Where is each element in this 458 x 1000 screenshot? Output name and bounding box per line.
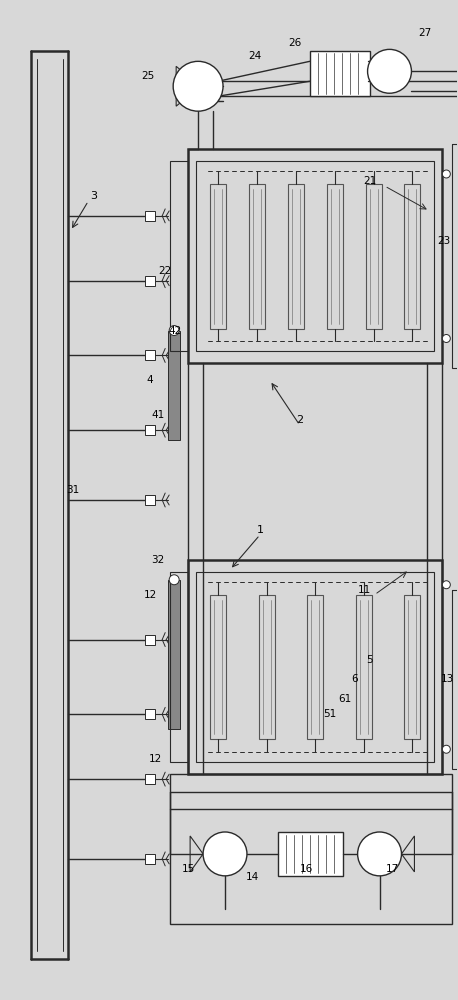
Circle shape [442, 335, 450, 342]
Bar [145, 276, 155, 286]
Text: 21: 21 [363, 176, 376, 186]
Bar [278, 832, 343, 876]
Bar [310, 51, 370, 96]
Text: 61: 61 [338, 694, 351, 704]
Bar [404, 184, 420, 329]
Circle shape [169, 575, 179, 585]
Bar [249, 184, 265, 329]
Text: 17: 17 [386, 864, 399, 874]
Circle shape [442, 170, 450, 178]
Text: 5: 5 [366, 655, 373, 665]
Bar [145, 854, 155, 864]
Text: 12: 12 [148, 754, 162, 764]
Text: 2: 2 [296, 415, 303, 425]
Bar [170, 572, 188, 762]
Bar [145, 425, 155, 435]
Text: 32: 32 [152, 555, 165, 565]
Text: 11: 11 [358, 585, 371, 595]
Text: 12: 12 [144, 590, 157, 600]
Bar [365, 184, 382, 329]
Bar [259, 595, 275, 739]
Bar [188, 149, 442, 363]
Bar [196, 161, 434, 351]
Bar [170, 774, 453, 924]
Bar [210, 595, 226, 739]
Text: 22: 22 [158, 266, 172, 276]
Circle shape [442, 745, 450, 753]
Circle shape [173, 61, 223, 111]
Bar [196, 572, 434, 762]
Bar [288, 184, 304, 329]
Text: 23: 23 [438, 236, 451, 246]
Text: 26: 26 [288, 38, 301, 48]
Text: 3: 3 [90, 191, 97, 201]
Circle shape [358, 832, 402, 876]
Bar [327, 184, 343, 329]
Text: 13: 13 [441, 674, 454, 684]
Bar [145, 350, 155, 360]
Bar [453, 144, 458, 368]
Bar [356, 595, 372, 739]
Text: 31: 31 [66, 485, 79, 495]
Circle shape [442, 581, 450, 589]
Text: 4: 4 [147, 375, 153, 385]
Bar [145, 211, 155, 221]
Bar [145, 709, 155, 719]
Text: 41: 41 [152, 410, 165, 420]
Text: 51: 51 [323, 709, 336, 719]
Bar [145, 495, 155, 505]
Text: 42: 42 [169, 326, 182, 336]
Bar [145, 774, 155, 784]
Bar [168, 580, 180, 729]
Bar [188, 560, 442, 774]
Circle shape [368, 49, 411, 93]
Text: 27: 27 [418, 28, 431, 38]
Text: 16: 16 [300, 864, 313, 874]
Text: 14: 14 [246, 872, 260, 882]
Bar [145, 635, 155, 645]
Text: 6: 6 [351, 674, 358, 684]
Bar [210, 184, 226, 329]
Circle shape [169, 326, 179, 336]
Bar [168, 331, 180, 440]
Bar [453, 590, 458, 769]
Text: 25: 25 [142, 71, 155, 81]
Bar [307, 595, 323, 739]
Text: 15: 15 [181, 864, 195, 874]
Bar [404, 595, 420, 739]
Text: 1: 1 [256, 525, 263, 535]
Text: 24: 24 [248, 51, 262, 61]
Bar [170, 161, 188, 351]
Circle shape [203, 832, 247, 876]
